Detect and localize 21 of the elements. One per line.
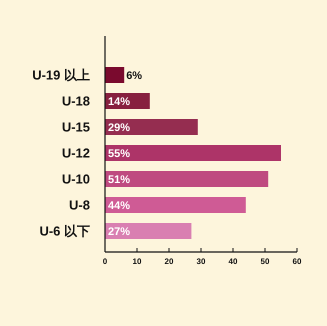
y-tick-label: U-10 <box>62 172 90 186</box>
y-tick-label: U-15 <box>62 120 90 134</box>
data-label: 44% <box>108 200 130 212</box>
data-label: 6% <box>126 70 142 82</box>
x-tick-label: 30 <box>196 257 206 266</box>
y-tick-label: U-18 <box>62 94 90 108</box>
x-tick-label: 60 <box>292 257 302 266</box>
data-label: 27% <box>108 226 130 238</box>
y-tick-label: U-6 以下 <box>39 224 90 238</box>
data-label: 51% <box>108 174 130 186</box>
data-label: 14% <box>108 96 130 108</box>
data-label: 29% <box>108 122 130 134</box>
x-tick-label: 50 <box>260 257 270 266</box>
x-tick-label: 0 <box>102 257 108 266</box>
y-tick-label: U-8 <box>69 198 90 212</box>
x-tick-label: 40 <box>228 257 238 266</box>
x-tick-label: 20 <box>164 257 174 266</box>
y-tick-label: U-19 以上 <box>32 68 90 82</box>
data-label: 55% <box>108 148 130 160</box>
x-tick-label: 10 <box>132 257 142 266</box>
y-tick-label: U-12 <box>62 146 90 160</box>
